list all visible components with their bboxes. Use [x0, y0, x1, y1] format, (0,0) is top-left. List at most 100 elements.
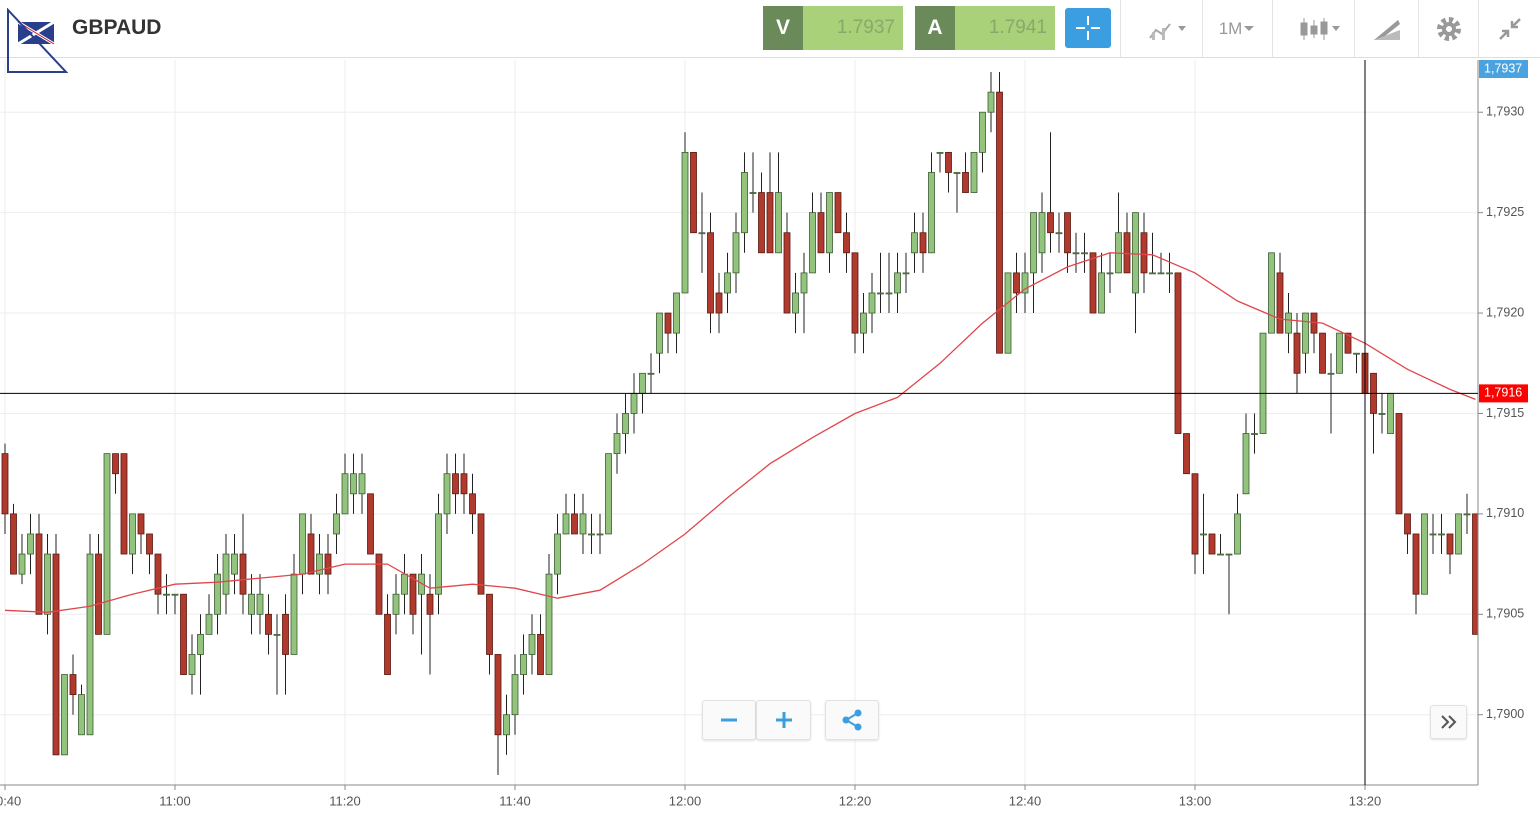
- price-line-label: 1,7916: [1484, 386, 1522, 400]
- crosshair-button[interactable]: [1065, 8, 1111, 48]
- candle-body: [945, 151, 952, 173]
- candle-body: [452, 473, 459, 495]
- candle-body: [630, 392, 638, 414]
- candle-body: [860, 312, 867, 334]
- settings-icon: [1436, 17, 1461, 41]
- candle-body: [137, 513, 145, 535]
- zoom-out-button[interactable]: [702, 700, 756, 740]
- bid-box[interactable]: V 1.7937: [763, 6, 903, 50]
- toolbar: GBPAUD V 1.7937 A 1.7941 1M: [0, 0, 1540, 73]
- y-tick-label: 1,7930: [1486, 105, 1524, 119]
- candle-body: [86, 553, 94, 736]
- timeframe-button[interactable]: 1M: [1202, 0, 1272, 58]
- candle-body: [290, 573, 298, 655]
- candle-body: [1472, 513, 1478, 635]
- candle-body: [775, 192, 782, 254]
- candle-body: [1, 453, 9, 515]
- candle-body: [826, 192, 833, 254]
- candle-body: [299, 513, 306, 575]
- candle-body: [1293, 332, 1301, 374]
- candle-body: [1421, 513, 1428, 595]
- candle-body: [69, 674, 77, 696]
- candle-body: [367, 493, 374, 555]
- candle-body: [358, 473, 366, 495]
- candle-body: [120, 453, 128, 555]
- x-tick-label: 11:20: [329, 793, 361, 808]
- scroll-end-button[interactable]: [1430, 705, 1467, 739]
- bid-label: V: [763, 6, 803, 50]
- price-line-tag: [1479, 384, 1528, 403]
- candle-body: [78, 694, 85, 736]
- candle-body: [1395, 413, 1403, 515]
- candle-body: [783, 232, 791, 314]
- candle-body: [1030, 212, 1037, 274]
- candle-body: [741, 172, 748, 234]
- candle-body: [681, 151, 689, 294]
- timeframe: 1M: [1218, 19, 1243, 38]
- candle-body: [894, 272, 901, 294]
- candle-body: [656, 312, 663, 354]
- candle-body: [154, 553, 162, 595]
- draw-button[interactable]: [1354, 0, 1418, 58]
- candle-body: [1319, 332, 1326, 374]
- crosshair-icon: [1076, 16, 1100, 40]
- candle-body: [885, 292, 893, 295]
- candle-body: [188, 654, 196, 675]
- candle-body: [511, 674, 519, 716]
- candle-body: [605, 453, 612, 535]
- candle-body: [766, 192, 774, 254]
- chart-type-button[interactable]: [1272, 0, 1354, 58]
- settings-button[interactable]: [1418, 0, 1478, 58]
- candle-body: [1438, 533, 1445, 536]
- candle-body: [809, 212, 816, 274]
- candle-body: [222, 553, 230, 595]
- candle-body: [732, 232, 740, 274]
- candle-body: [35, 533, 43, 615]
- candle-body: [707, 232, 714, 314]
- candle-body: [902, 272, 910, 275]
- candle-body: [494, 654, 502, 736]
- candle-body: [460, 473, 468, 495]
- candle-body: [1123, 232, 1131, 274]
- share-button[interactable]: [825, 700, 879, 740]
- plot: [0, 60, 1478, 785]
- zoom-in-button[interactable]: [756, 700, 811, 740]
- indicator-button[interactable]: [1120, 0, 1202, 58]
- candle-body: [1013, 272, 1020, 294]
- ask-label: A: [915, 6, 955, 50]
- candle-body: [256, 593, 264, 615]
- candle-body: [1183, 433, 1190, 475]
- candle-body: [1038, 212, 1046, 254]
- collapse-icon: [1498, 18, 1521, 40]
- candle-body: [1353, 352, 1360, 355]
- candle-body: [1225, 553, 1233, 556]
- candle-body: [401, 573, 408, 595]
- candle-body: [1455, 513, 1462, 555]
- plus-icon: [775, 712, 792, 728]
- candle-body: [1327, 372, 1335, 375]
- candle-body: [61, 674, 68, 756]
- candle-body: [44, 553, 51, 615]
- ask-box[interactable]: A 1.7941: [915, 6, 1055, 50]
- candle-body: [146, 533, 153, 555]
- candle-body: [129, 513, 136, 555]
- candle-body: [1429, 533, 1437, 536]
- candle-body: [392, 593, 400, 615]
- candle-body: [205, 613, 213, 635]
- x-tick-label: 13:00: [1179, 793, 1212, 808]
- collapse-button[interactable]: [1478, 0, 1540, 58]
- candle-body: [103, 453, 111, 635]
- candle-body: [1098, 272, 1105, 314]
- candle-body: [341, 473, 349, 515]
- candle-body: [307, 533, 315, 575]
- candle-body: [384, 613, 391, 675]
- candle-body: [622, 413, 629, 434]
- bid-value: 1.7937: [803, 6, 903, 50]
- candle-body: [1378, 413, 1386, 415]
- candle-body: [1166, 272, 1173, 275]
- candle-body: [265, 613, 272, 635]
- candle-body: [962, 172, 969, 193]
- candle-body: [970, 151, 978, 193]
- candle-body: [443, 473, 451, 515]
- candle-body: [800, 272, 808, 294]
